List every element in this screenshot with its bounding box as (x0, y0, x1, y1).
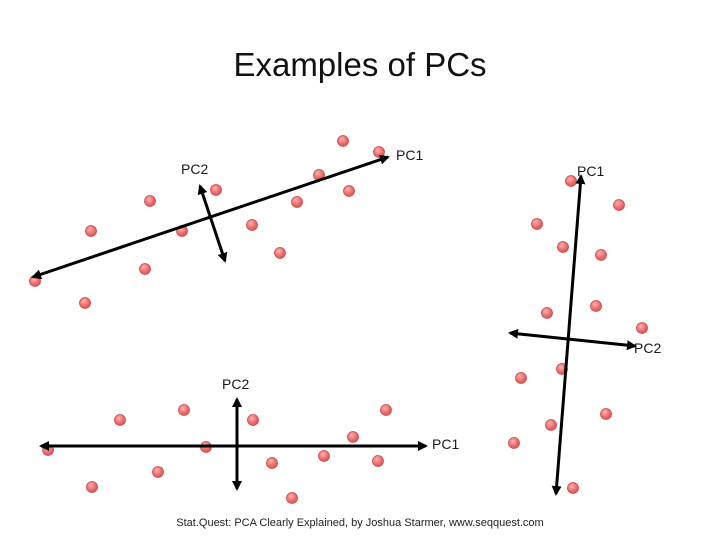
data-point (343, 185, 355, 197)
data-point (373, 146, 385, 158)
data-point (557, 241, 569, 253)
data-point (337, 135, 349, 147)
data-point (291, 196, 303, 208)
data-point (372, 455, 384, 467)
example2-pc2-label: PC2 (634, 340, 662, 356)
data-point (144, 195, 156, 207)
data-point (114, 414, 126, 426)
data-point (613, 199, 625, 211)
data-point (600, 408, 612, 420)
data-point (178, 404, 190, 416)
data-point (286, 492, 298, 504)
slide-title: Examples of PCs (233, 46, 487, 83)
data-point (541, 307, 553, 319)
data-point (266, 457, 278, 469)
data-point (508, 437, 520, 449)
data-point (210, 184, 222, 196)
data-point (515, 372, 527, 384)
data-point (347, 431, 359, 443)
example2-pc1-label: PC1 (577, 163, 605, 179)
data-point (636, 322, 648, 334)
data-point (565, 175, 577, 187)
data-point (595, 249, 607, 261)
data-point (152, 466, 164, 478)
data-point (531, 218, 543, 230)
data-point (567, 482, 579, 494)
footer-credit: Stat.Quest: PCA Clearly Explained, by Jo… (176, 517, 544, 529)
data-points (29, 135, 648, 504)
pc-arrows (31, 154, 637, 496)
example1-pc2-arrow (197, 184, 228, 263)
example1-pc1-label: PC1 (396, 147, 424, 163)
data-point (545, 419, 557, 431)
data-point (247, 414, 259, 426)
data-point (79, 297, 91, 309)
example3-pc1-label: PC1 (432, 436, 460, 452)
data-point (246, 219, 258, 231)
data-point (318, 450, 330, 462)
example1-pc2-label: PC2 (181, 161, 209, 177)
data-point (85, 225, 97, 237)
example3-pc2-label: PC2 (222, 376, 250, 392)
data-point (380, 404, 392, 416)
data-point (86, 481, 98, 493)
example2-pc1-arrow (551, 174, 586, 496)
data-point (139, 263, 151, 275)
example2-pc2-arrow (508, 328, 637, 351)
data-point (274, 247, 286, 259)
data-point (590, 300, 602, 312)
